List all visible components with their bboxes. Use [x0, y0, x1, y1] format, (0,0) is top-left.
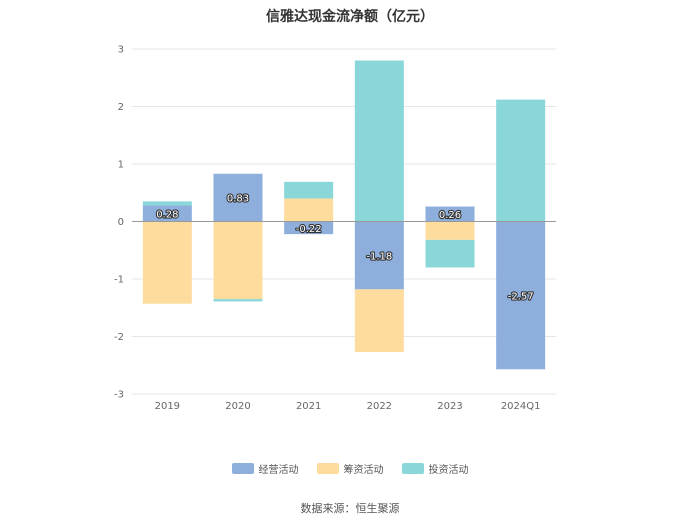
chart-title: 信雅达现金流净额（亿元）: [266, 9, 434, 25]
bar-2-2023: [425, 239, 475, 268]
x-tick-label: 2022: [367, 401, 392, 412]
bar-2-2024Q1: [496, 99, 546, 222]
legend-swatch-investing: [401, 463, 424, 474]
chart-legend: 经营活动 筹资活动 投资活动: [0, 461, 700, 476]
bar-0-2022: [354, 221, 404, 290]
bar-1-2020: [213, 221, 263, 300]
legend-label-financing: 筹资活动: [343, 465, 384, 476]
data-label: 0.83: [227, 194, 249, 205]
bar-0-2024Q1: [496, 221, 546, 370]
y-tick-label: 1: [118, 160, 124, 171]
legend-swatch-operating: [231, 463, 254, 474]
legend-label-operating: 经营活动: [258, 465, 299, 476]
bar-0-2023: [425, 206, 475, 222]
bar-1-2022: [354, 289, 404, 353]
data-label: 0.26: [439, 210, 461, 221]
data-source-note: 数据来源：恒生聚源: [300, 502, 400, 515]
bar-1-2023: [425, 221, 475, 240]
y-tick-label: 2: [118, 102, 124, 113]
x-tick-label: 2019: [155, 401, 180, 412]
y-tick-label: 0: [118, 217, 124, 228]
bar-0-2021: [284, 221, 334, 235]
bar-2-2021: [284, 181, 334, 199]
bar-0-2019: [142, 205, 192, 222]
x-tick-label: 2023: [437, 401, 462, 412]
y-tick-label: 3: [118, 45, 124, 56]
data-label: -0.22: [296, 224, 322, 235]
y-tick-label: -3: [114, 390, 124, 401]
bar-2-2019: [142, 201, 192, 206]
bar-2-2022: [354, 60, 404, 222]
bar-1-2021: [284, 198, 334, 222]
data-label: -2.57: [508, 291, 534, 302]
legend-swatch-financing: [316, 463, 339, 474]
data-label: 0.28: [156, 209, 178, 220]
y-tick-label: -2: [114, 332, 124, 343]
bar-2-2020: [213, 299, 263, 302]
x-tick-label: 2024Q1: [501, 401, 541, 412]
x-tick-label: 2021: [296, 401, 321, 412]
legend-item-investing[interactable]: 投资活动: [401, 461, 469, 476]
legend-item-operating[interactable]: 经营活动: [231, 461, 299, 476]
bar-0-2020: [213, 173, 263, 222]
x-tick-label: 2020: [225, 401, 250, 412]
legend-label-investing: 投资活动: [428, 465, 469, 476]
legend-item-financing[interactable]: 筹资活动: [316, 461, 384, 476]
data-label: -1.18: [366, 251, 392, 262]
y-tick-label: -1: [114, 275, 124, 286]
bar-1-2019: [142, 221, 192, 304]
